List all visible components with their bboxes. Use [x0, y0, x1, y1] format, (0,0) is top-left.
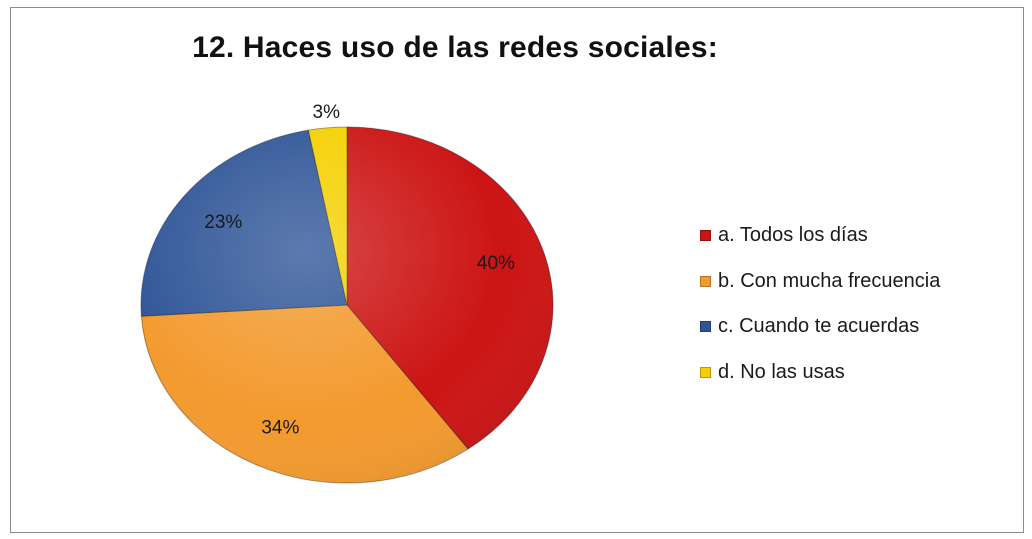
legend-item-cuando-te-acuerdas: c. Cuando te acuerdas: [700, 315, 940, 337]
slice-label-con-mucha-frecuencia: 34%: [261, 417, 299, 438]
pie-slices: [140, 126, 554, 484]
legend-item-no-las-usas: d. No las usas: [700, 360, 940, 383]
slice-label-cuando-te-acuerdas: 23%: [204, 212, 242, 233]
chart-legend: a. Todos los días b. Con mucha frecuenci…: [700, 224, 941, 407]
legend-label-todos-los-dias: a. Todos los días: [718, 224, 868, 246]
legend-item-todos-los-dias: a. Todos los días: [700, 224, 940, 246]
legend-swatch-no-las-usas: [700, 366, 711, 378]
pie-labels: 40% 34% 23% 3%: [204, 102, 515, 439]
legend-swatch-todos-los-dias: [700, 230, 711, 241]
legend-label-con-mucha-frecuencia: b. Con mucha frecuencia: [718, 269, 941, 292]
legend-item-con-mucha-frecuencia: b. Con mucha frecuencia: [700, 269, 941, 292]
legend-label-no-las-usas: d. No las usas: [718, 360, 845, 383]
legend-label-cuando-te-acuerdas: c. Cuando te acuerdas: [718, 315, 920, 337]
legend-swatch-con-mucha-frecuencia: [700, 275, 711, 287]
slice-label-no-las-usas: 3%: [313, 102, 341, 123]
chart-title: 12. Haces uso de las redes sociales:: [192, 31, 718, 64]
slice-label-todos-los-dias: 40%: [477, 253, 515, 274]
legend-swatch-cuando-te-acuerdas: [700, 321, 711, 332]
